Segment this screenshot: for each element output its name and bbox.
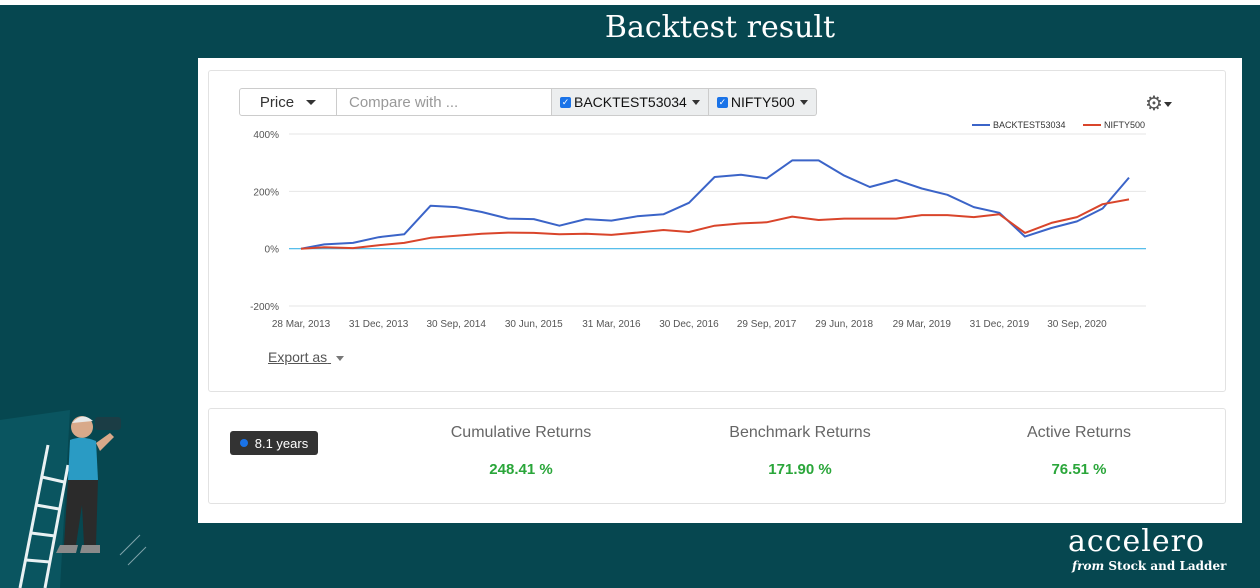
- stats-card: 8.1 years Cumulative Returns 248.41 % Be…: [208, 408, 1226, 504]
- y-tick-label: 0%: [265, 245, 280, 256]
- chevron-down-icon: [336, 355, 345, 361]
- legend-label: BACKTEST53034: [993, 120, 1066, 130]
- legend-label: NIFTY500: [1104, 120, 1145, 130]
- price-label: Price: [259, 93, 295, 111]
- y-tick-label: 400%: [253, 130, 279, 141]
- cumulative-returns-label: Cumulative Returns: [450, 424, 592, 441]
- active-returns-label: Active Returns: [1026, 424, 1132, 441]
- chart-settings-button[interactable]: ⚙: [1145, 91, 1172, 116]
- slide-title: Backtest result: [604, 10, 836, 45]
- screenshot-panel: Price Compare with ... ✓ BACKTEST53034 ✓…: [198, 58, 1242, 523]
- x-tick-label: 29 Mar, 2019: [893, 319, 952, 330]
- ladder-figure-illustration: [0, 410, 147, 588]
- x-tick-label: 30 Sep, 2020: [1047, 319, 1107, 330]
- chevron-down-icon: [306, 99, 317, 105]
- logo-tagline: from Stock and Ladder: [1072, 559, 1227, 573]
- x-tick-label: 31 Mar, 2016: [582, 319, 641, 330]
- bullet-icon: [239, 439, 248, 447]
- chevron-down-icon: [691, 99, 700, 105]
- chevron-down-icon: [1163, 102, 1172, 108]
- series-label: NIFTY500: [730, 94, 795, 110]
- series-line-backtest53034: [300, 159, 1130, 250]
- y-tick-label: 200%: [253, 187, 279, 198]
- x-tick-label: 29 Jun, 2018: [815, 319, 873, 330]
- export-label: Export as: [268, 349, 328, 365]
- checkbox-icon[interactable]: ✓: [716, 96, 728, 108]
- x-tick-label: 30 Sep, 2014: [426, 319, 486, 330]
- price-dropdown[interactable]: Price: [239, 88, 337, 116]
- series-toggle-nifty[interactable]: ✓ NIFTY500: [708, 88, 817, 116]
- export-dropdown[interactable]: Export as: [268, 349, 345, 365]
- series-line-nifty500: [300, 198, 1130, 250]
- chart-toolbar: Price Compare with ... ✓ BACKTEST53034 ✓…: [239, 88, 817, 116]
- x-tick-label: 28 Mar, 2013: [272, 319, 331, 330]
- active-returns-value: 76.51 %: [1051, 461, 1107, 478]
- cumulative-returns-value: 248.41 %: [489, 461, 553, 478]
- company-logo: accelero from Stock and Ladder: [1068, 524, 1228, 574]
- logo-wordmark: accelero: [1068, 524, 1205, 559]
- chevron-down-icon: [799, 99, 808, 105]
- line-chart: 400% 200% 0% -200% 28 Mar, 2013 31 Dec, 2013 3…: [250, 120, 1146, 330]
- y-tick-label: -200%: [250, 302, 279, 313]
- checkbox-icon[interactable]: ✓: [560, 96, 571, 108]
- x-tick-label: 30 Jun, 2015: [505, 319, 563, 330]
- chart-card: Price Compare with ... ✓ BACKTEST53034 ✓…: [208, 70, 1226, 392]
- x-tick-label: 31 Dec, 2019: [970, 319, 1030, 330]
- period-value: 8.1 years: [254, 435, 309, 451]
- gear-icon: ⚙: [1145, 93, 1163, 115]
- top-strip: [0, 0, 1260, 5]
- benchmark-returns-value: 171.90 %: [768, 461, 832, 478]
- series-label: BACKTEST53034: [574, 94, 687, 110]
- compare-input[interactable]: Compare with ...: [337, 88, 552, 116]
- x-tick-label: 30 Dec, 2016: [659, 319, 719, 330]
- series-toggle-backtest[interactable]: ✓ BACKTEST53034: [552, 88, 709, 116]
- x-tick-label: 31 Dec, 2013: [349, 319, 409, 330]
- x-tick-label: 29 Sep, 2017: [737, 319, 797, 330]
- benchmark-returns-label: Benchmark Returns: [729, 424, 871, 441]
- period-badge: 8.1 years: [230, 431, 318, 455]
